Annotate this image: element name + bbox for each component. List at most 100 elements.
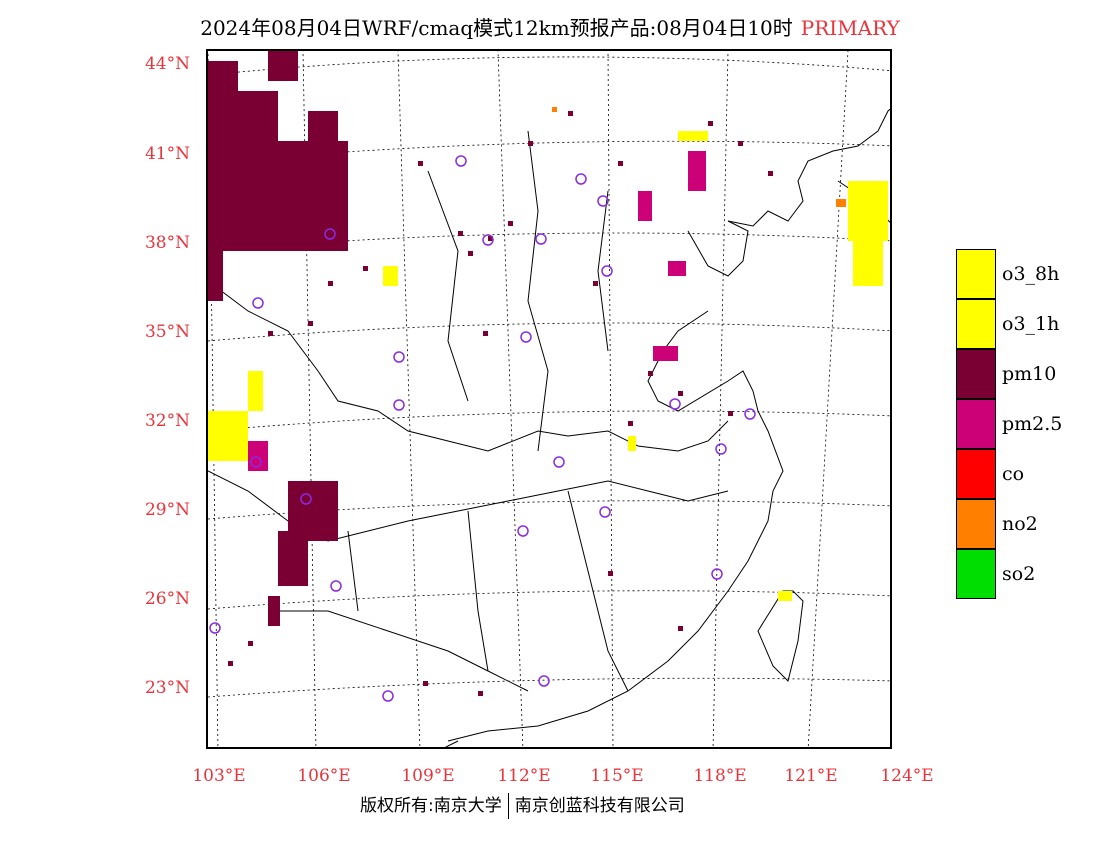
station-marker — [520, 331, 532, 343]
pm10-cell — [363, 266, 368, 271]
station-marker — [744, 408, 756, 420]
station-marker — [601, 265, 613, 277]
station-marker — [300, 493, 312, 505]
lat-label: 38°N — [144, 233, 190, 253]
pm10-patch — [208, 251, 223, 301]
lat-label: 26°N — [144, 589, 190, 609]
pm10-cell — [468, 251, 473, 256]
station-marker — [669, 398, 681, 410]
pollutant-cells — [208, 51, 888, 696]
map-canvas — [208, 51, 890, 747]
lon-label: 103°E — [192, 766, 246, 786]
pm10-cell — [508, 221, 513, 226]
legend-label: o3_8h — [1002, 263, 1060, 285]
station-marker — [393, 399, 405, 411]
station-marker — [575, 173, 587, 185]
station-marker — [209, 622, 221, 634]
no2-patch — [552, 107, 557, 112]
pm10-cell — [458, 231, 463, 236]
pm10-cell — [593, 281, 598, 286]
copyright-right: 南京创蓝科技有限公司 — [514, 796, 685, 816]
pm10-patch — [268, 596, 280, 626]
lon-label: 109°E — [401, 766, 455, 786]
lon-label: 121°E — [784, 766, 838, 786]
o3-patch — [248, 371, 263, 411]
pm10-patch — [238, 141, 348, 251]
pm10-cell — [738, 141, 743, 146]
lat-label: 29°N — [144, 500, 190, 520]
legend-swatch — [956, 349, 996, 399]
pm10-cell — [308, 321, 313, 326]
station-marker — [597, 195, 609, 207]
legend-label: co — [1002, 463, 1025, 485]
station-marker — [517, 525, 529, 537]
title-text: 2024年08月04日WRF/cmaq模式12km预报产品:08月04日10时 — [200, 16, 793, 40]
copyright-footer: 版权所有:南京大学 南京创蓝科技有限公司 — [360, 791, 685, 819]
station-marker — [252, 297, 264, 309]
forecast-map — [206, 49, 892, 749]
lon-label: 112°E — [497, 766, 551, 786]
legend-label: so2 — [1002, 563, 1036, 585]
pm10-patch — [268, 51, 298, 81]
pm25-patch — [248, 441, 268, 471]
lat-label: 44°N — [144, 54, 190, 74]
pm10-cell — [328, 281, 333, 286]
pm10-cell — [768, 171, 773, 176]
o3-patch — [208, 411, 248, 461]
station-marker — [324, 228, 336, 240]
station-marker — [482, 234, 494, 246]
legend-swatch — [956, 499, 996, 549]
lon-label: 118°E — [693, 766, 747, 786]
legend-label: o3_1h — [1002, 313, 1060, 335]
pm10-cell — [483, 331, 488, 336]
pm10-cell — [488, 236, 493, 241]
pm10-cell — [618, 161, 623, 166]
pm10-cell — [423, 681, 428, 686]
copyright-left: 版权所有:南京大学 — [360, 796, 502, 816]
legend-swatch — [956, 549, 996, 599]
pm25-patch — [688, 151, 706, 191]
pm10-cell — [678, 391, 683, 396]
o3-patch — [848, 181, 888, 241]
o3-patch — [383, 266, 398, 286]
primary-tag: PRIMARY — [800, 16, 900, 40]
pm10-patch — [278, 531, 308, 586]
footer-divider — [507, 793, 509, 819]
pm10-cell — [268, 331, 273, 336]
legend-swatch — [956, 299, 996, 349]
pm10-cell — [478, 691, 483, 696]
pm25-patch — [638, 191, 652, 221]
pm10-patch — [208, 61, 238, 251]
legend-label: pm2.5 — [1002, 413, 1063, 435]
o3-patch — [778, 591, 792, 601]
station-marker — [455, 155, 467, 167]
station-marker — [393, 351, 405, 363]
lat-label: 35°N — [144, 322, 190, 342]
lon-label: 115°E — [590, 766, 644, 786]
pm10-cell — [248, 641, 253, 646]
pm10-patch — [308, 111, 338, 151]
legend-swatch — [956, 399, 996, 449]
legend-label: no2 — [1002, 513, 1038, 535]
no2-patch — [836, 199, 846, 207]
station-marker — [599, 506, 611, 518]
lon-label: 106°E — [297, 766, 351, 786]
pm10-cell — [648, 371, 653, 376]
pm10-cell — [528, 141, 533, 146]
lat-label: 23°N — [144, 678, 190, 698]
legend-label: pm10 — [1002, 363, 1057, 385]
o3-patch — [628, 436, 636, 451]
lat-label: 32°N — [144, 411, 190, 431]
pm10-cell — [678, 626, 683, 631]
pm25-patch — [668, 261, 686, 276]
station-marker — [553, 456, 565, 468]
station-marker — [711, 568, 723, 580]
legend-swatch — [956, 449, 996, 499]
pm10-cell — [728, 411, 733, 416]
station-marker — [382, 690, 394, 702]
station-marker — [535, 233, 547, 245]
pm10-cell — [568, 111, 573, 116]
pm10-cell — [418, 161, 423, 166]
pm25-patch — [653, 346, 678, 361]
station-marker — [330, 580, 342, 592]
